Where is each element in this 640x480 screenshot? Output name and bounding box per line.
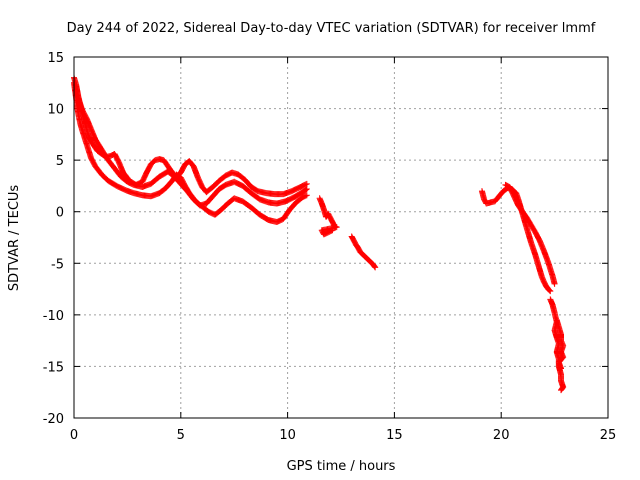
data-point (558, 387, 565, 394)
data-point (371, 263, 378, 270)
data-point (303, 192, 310, 199)
x-tick-label: 5 (177, 428, 185, 443)
x-tick-label: 0 (70, 428, 78, 443)
plot-frame (73, 56, 609, 419)
y-tick-label: -5 (51, 257, 64, 272)
x-axis-label: GPS time / hours (287, 459, 396, 474)
data-point (547, 288, 554, 295)
data-point (302, 192, 309, 199)
data-point (546, 287, 553, 294)
data-point (558, 386, 565, 393)
data-point (545, 286, 552, 293)
series-arc-e (348, 233, 379, 271)
data-point (372, 264, 379, 271)
y-tick-label: -10 (43, 309, 64, 324)
x-tick-label: 20 (493, 428, 510, 443)
data-point (303, 180, 310, 187)
x-tick-label: 15 (386, 428, 403, 443)
y-tick-label: 10 (47, 103, 64, 118)
series-arc-h (547, 296, 567, 394)
data-point (558, 365, 565, 372)
data-point (302, 186, 309, 193)
ticks: 0 5 10 15 20 25 -20 -15 -10 -5 0 5 10 15 (43, 51, 617, 443)
series-arc-c (73, 82, 310, 209)
y-tick-label: -20 (43, 412, 64, 427)
y-axis-label: SDTVAR / TECUs (7, 185, 22, 292)
data-point (551, 280, 558, 287)
y-tick-label: 15 (47, 51, 64, 66)
series-arc-i (553, 317, 567, 372)
series-arc-d (316, 195, 340, 238)
chart-title: Day 244 of 2022, Sidereal Day-to-day VTE… (67, 21, 596, 36)
series-arc-b (71, 74, 310, 198)
y-tick-label: -15 (43, 360, 64, 375)
x-tick-label: 25 (600, 428, 617, 443)
data-point (329, 227, 336, 234)
data-marks (71, 74, 567, 394)
y-tick-label: 0 (56, 206, 64, 221)
series-arc-g (502, 181, 558, 287)
y-tick-label: 5 (56, 154, 64, 169)
x-tick-label: 10 (279, 428, 296, 443)
data-point (303, 186, 310, 193)
data-point (302, 181, 309, 188)
data-point (328, 227, 335, 234)
